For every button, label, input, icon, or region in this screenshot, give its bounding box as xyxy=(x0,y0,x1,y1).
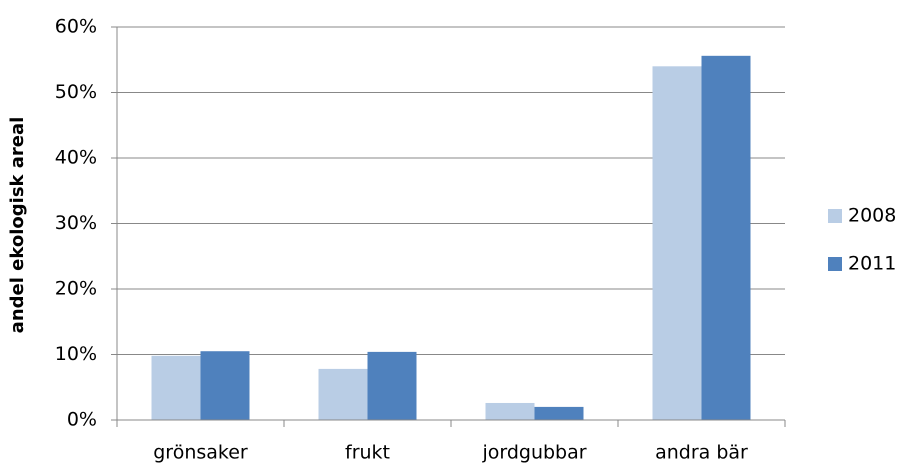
x-tick-label: andra bär xyxy=(655,442,748,464)
y-tick-label: 40% xyxy=(55,147,97,169)
y-tick-label: 10% xyxy=(55,343,97,365)
legend-swatch xyxy=(828,257,842,271)
bar xyxy=(367,351,417,420)
y-tick-label: 30% xyxy=(55,212,97,234)
x-tick-label: jordgubbar xyxy=(481,442,586,464)
bar xyxy=(151,355,201,420)
legend-swatch xyxy=(828,209,842,223)
y-tick-label: 60% xyxy=(55,16,97,38)
x-tick-label: grönsaker xyxy=(153,442,248,464)
bar xyxy=(318,368,368,420)
bar xyxy=(534,406,584,420)
bar xyxy=(200,351,250,420)
bar xyxy=(701,55,751,420)
y-tick-label: 50% xyxy=(55,81,97,103)
y-axis-title: andel ekologisk areal xyxy=(7,117,28,334)
bar xyxy=(652,66,702,421)
y-tick-label: 20% xyxy=(55,278,97,300)
y-tick-label: 0% xyxy=(67,409,97,431)
x-tick-label: frukt xyxy=(345,442,390,464)
legend-label: 2011 xyxy=(848,253,896,275)
bar xyxy=(485,402,535,420)
legend-label: 2008 xyxy=(848,205,896,227)
